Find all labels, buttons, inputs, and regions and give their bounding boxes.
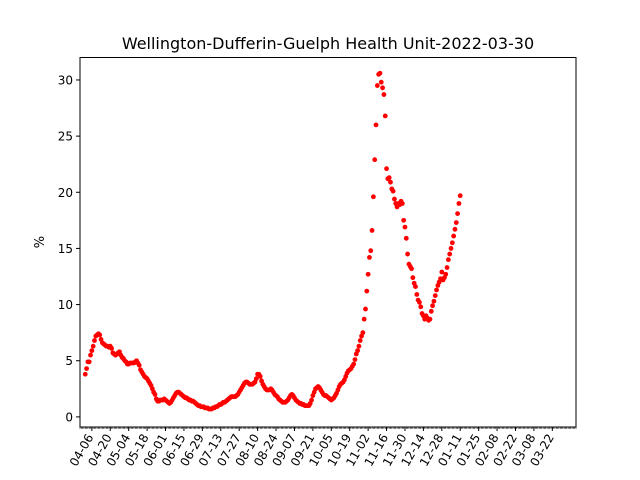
data-point [444, 265, 450, 270]
data-point [152, 392, 158, 397]
data-point [431, 298, 437, 304]
y-tick-label: 15 [58, 242, 73, 256]
data-point [392, 196, 397, 202]
y-tick-label: 25 [58, 130, 73, 144]
data-point [352, 357, 358, 363]
data-point [430, 303, 435, 309]
data-point [357, 338, 363, 343]
data-point [434, 287, 439, 293]
y-tick-label: 0 [65, 410, 73, 424]
data-point [374, 83, 380, 88]
x-axis-ticks: 04-0604-2005-0405-1806-0106-1506-2907-13… [67, 427, 577, 469]
data-point [361, 316, 367, 322]
data-point [380, 85, 385, 91]
data-point [388, 179, 393, 185]
data-point [351, 361, 357, 367]
data-point [445, 257, 451, 263]
data-point [372, 157, 378, 163]
data-point [92, 338, 97, 343]
y-tick-label: 10 [58, 298, 73, 312]
data-point [447, 251, 453, 257]
data-point [417, 299, 422, 305]
data-point [370, 194, 376, 200]
data-point [364, 288, 370, 294]
data-point [451, 233, 457, 239]
data-point [413, 284, 418, 290]
data-point [373, 122, 379, 128]
data-point [414, 292, 420, 297]
data-point [355, 348, 361, 354]
data-point [455, 211, 460, 217]
y-axis-label: % [33, 236, 48, 248]
data-point [97, 332, 103, 338]
data-point [86, 359, 92, 365]
data-point [403, 235, 409, 241]
data-points [82, 70, 463, 412]
data-point [136, 362, 142, 368]
data-point [360, 330, 366, 336]
data-point [409, 266, 414, 272]
plot-frame [79, 57, 577, 428]
data-point [309, 397, 314, 403]
data-point [428, 308, 434, 314]
data-point [443, 271, 449, 277]
y-tick-label: 5 [65, 354, 73, 368]
data-point [432, 293, 438, 298]
data-point [109, 345, 114, 351]
data-point [449, 240, 455, 246]
data-point [382, 113, 388, 119]
data-point [457, 193, 463, 199]
data-point [377, 70, 383, 76]
data-point [418, 304, 424, 310]
data-point [90, 343, 96, 349]
data-point [448, 246, 454, 251]
data-point [453, 220, 459, 225]
data-point [402, 224, 408, 230]
y-axis-ticks: 0 5 10 15 20 25 30 [58, 73, 80, 424]
data-point [368, 248, 374, 254]
y-tick-label: 30 [58, 73, 73, 87]
data-point [257, 374, 263, 379]
data-point [253, 376, 259, 382]
data-point [427, 316, 433, 322]
data-point [452, 226, 458, 232]
data-point [439, 269, 445, 275]
data-point [405, 251, 410, 257]
data-point [356, 343, 362, 349]
data-point [363, 306, 368, 312]
chart-title: Wellington-Dufferin-Guelph Health Unit-2… [122, 34, 534, 53]
data-point [84, 366, 89, 371]
data-point [386, 175, 392, 181]
data-point [367, 255, 372, 260]
data-point [82, 371, 88, 377]
data-point [390, 188, 396, 194]
data-point [399, 201, 405, 206]
y-tick-label: 20 [58, 186, 73, 200]
data-point [378, 79, 384, 85]
data-point [89, 348, 95, 354]
data-point [410, 275, 416, 281]
data-point [384, 166, 389, 172]
data-point [401, 217, 407, 223]
data-point [456, 201, 462, 206]
data-point [381, 92, 387, 97]
data-point [365, 271, 371, 277]
data-point [88, 352, 93, 358]
data-point [369, 228, 375, 233]
